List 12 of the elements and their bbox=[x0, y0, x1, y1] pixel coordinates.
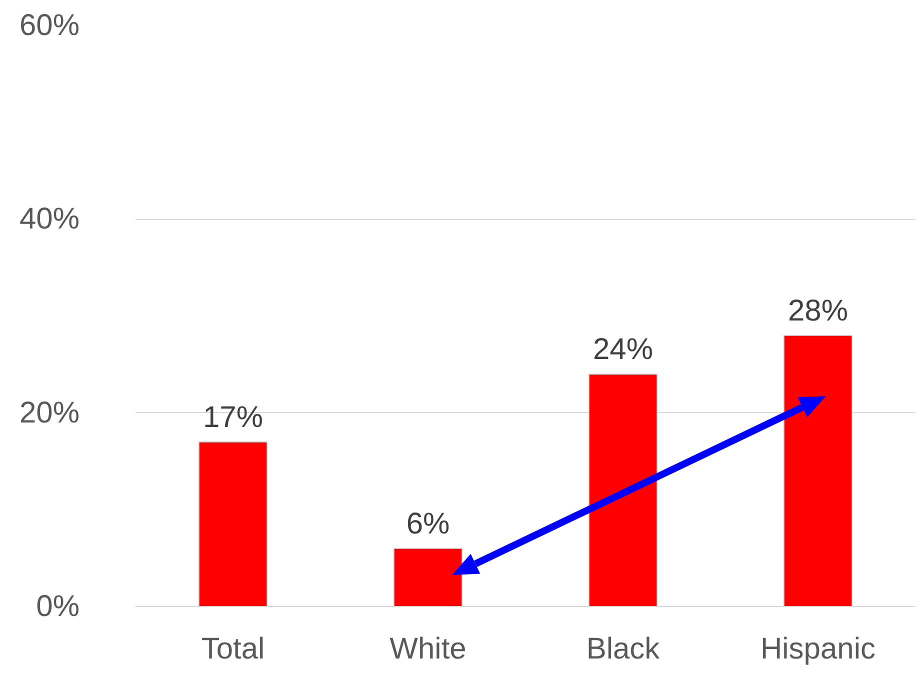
x-tick-label: Black bbox=[586, 632, 661, 666]
x-tick-label: White bbox=[390, 632, 466, 666]
y-tick-label: 20% bbox=[19, 396, 80, 430]
y-tick-label: 60% bbox=[19, 9, 80, 42]
data-label: 17% bbox=[202, 400, 264, 434]
y-tick-label: 40% bbox=[19, 202, 80, 236]
data-label: 24% bbox=[592, 333, 654, 366]
data-label: 28% bbox=[788, 294, 848, 328]
y-tick-label: 0% bbox=[36, 590, 80, 623]
x-tick-label: Total bbox=[201, 632, 265, 666]
data-label: 6% bbox=[406, 507, 450, 540]
x-tick-label: Hispanic bbox=[760, 632, 876, 666]
